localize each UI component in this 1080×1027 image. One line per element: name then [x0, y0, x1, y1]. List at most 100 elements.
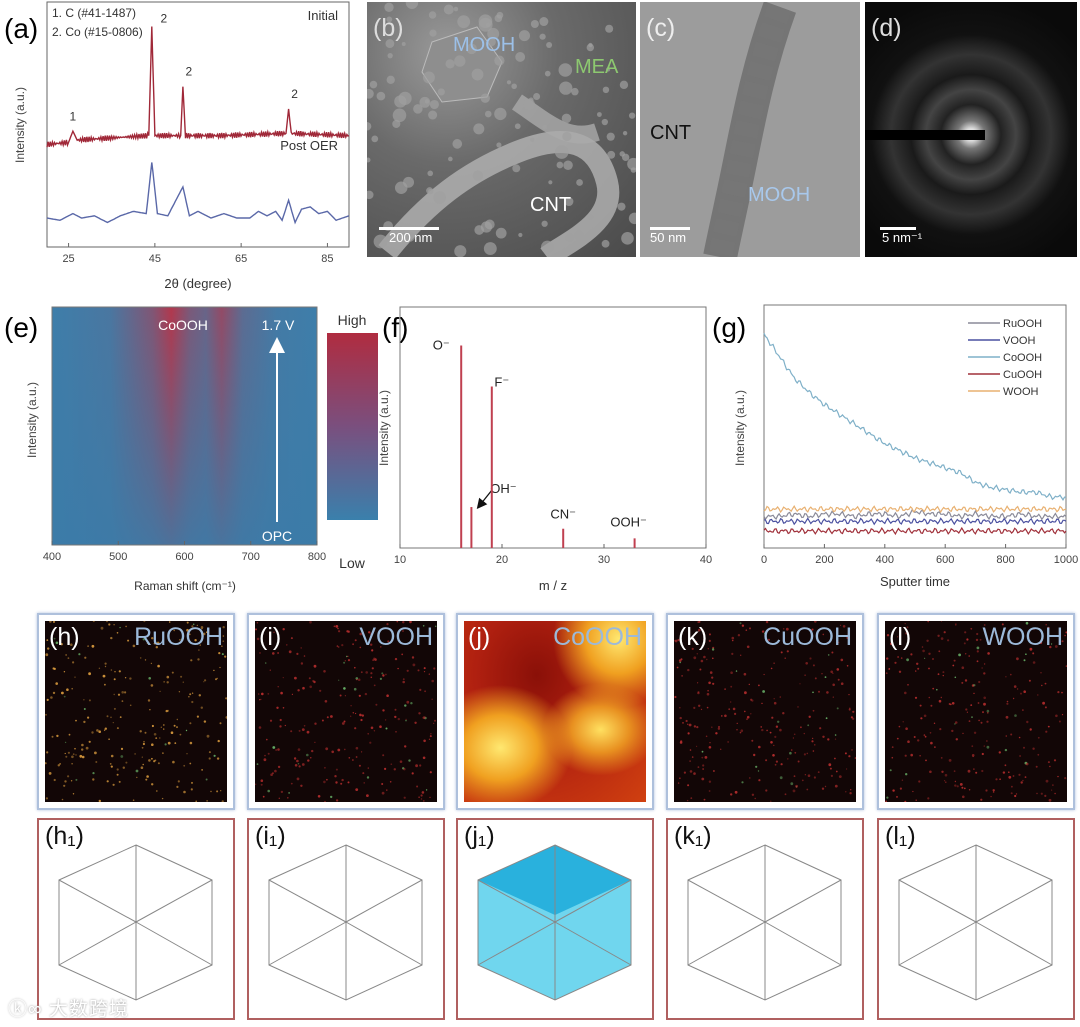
speckle [363, 782, 365, 784]
speckle [422, 716, 426, 719]
speckle [847, 632, 850, 636]
panel-label-g: (g) [712, 312, 746, 343]
x-tick-label: 10 [394, 554, 406, 566]
speckle [179, 733, 182, 736]
speckle [288, 792, 290, 794]
speckle [832, 672, 834, 674]
speckle [189, 741, 193, 745]
speckle [1008, 775, 1012, 779]
speckle [767, 638, 770, 641]
speckle [64, 741, 67, 744]
speckle [904, 754, 907, 757]
speckle [940, 637, 944, 640]
speckle [792, 789, 796, 793]
speckle [61, 691, 64, 695]
speckle [341, 778, 344, 782]
speckle [1023, 659, 1026, 662]
speckle [941, 770, 944, 773]
speckle [928, 696, 931, 699]
speckle [344, 748, 346, 751]
potential-label: 1.7 V [262, 317, 295, 333]
speckle [424, 690, 426, 693]
speckle [1014, 794, 1017, 798]
speckle [173, 724, 176, 727]
speckle [319, 689, 322, 692]
speckle [402, 767, 405, 770]
speckle [163, 728, 165, 730]
speckle [45, 713, 47, 716]
speckle [807, 724, 810, 727]
legend-text: 1. C (#41-1487) [52, 6, 136, 20]
speckle [981, 667, 983, 669]
speckle [954, 780, 957, 783]
speckle [288, 650, 292, 654]
speckle [218, 652, 221, 655]
speckle [66, 688, 69, 691]
speckle [704, 756, 708, 759]
speckle [1059, 638, 1061, 640]
speckle [350, 705, 352, 707]
speckle [382, 674, 385, 677]
speckle [366, 794, 369, 797]
speckle [139, 730, 142, 733]
speckle [149, 709, 151, 711]
speckle [330, 795, 333, 799]
speckle [901, 779, 904, 781]
speckle [92, 778, 95, 781]
speckle [736, 722, 738, 724]
speckle [735, 670, 738, 672]
speckle [910, 653, 913, 656]
speckle [423, 667, 426, 670]
speckle [932, 687, 935, 690]
speckle [942, 674, 944, 677]
speckle [900, 657, 903, 659]
speckle [679, 661, 681, 664]
element-map-ruooh: (h) RuOOH [37, 613, 235, 810]
speckle [986, 740, 988, 742]
speckle [1032, 747, 1035, 750]
speckle [838, 641, 840, 644]
speckle [1029, 647, 1033, 651]
speckle [55, 682, 58, 685]
speckle [198, 694, 201, 697]
speckle [740, 654, 742, 656]
map-element-label: VOOH [359, 623, 433, 651]
saed-pattern: (d) 5 nm⁻¹ [865, 2, 1077, 257]
speckle [844, 752, 847, 755]
speckle [346, 655, 348, 658]
speckle [221, 800, 224, 802]
speckle [1051, 643, 1053, 645]
speckle [365, 671, 368, 674]
speckle [282, 677, 284, 679]
speckle [70, 780, 73, 782]
speckle [954, 784, 957, 787]
speckle [428, 738, 431, 740]
speckle [824, 676, 827, 678]
speckle [326, 716, 329, 719]
particle [514, 123, 521, 130]
speckle [117, 693, 121, 696]
speckle [970, 627, 973, 630]
series-line-ruooh [763, 509, 1067, 521]
speckle [906, 626, 909, 629]
speckle [762, 690, 765, 693]
speckle [142, 742, 145, 746]
scale-bar [880, 227, 916, 230]
speckle [429, 771, 432, 774]
speckle [256, 621, 259, 624]
speckle [352, 759, 354, 761]
speckle [1061, 691, 1063, 694]
speckle [973, 768, 975, 770]
speckle [840, 682, 844, 685]
map-element-label: RuOOH [134, 623, 223, 651]
speckle [352, 712, 354, 714]
speckle [70, 643, 73, 646]
speckle [406, 669, 409, 672]
y-axis-label: Intensity (a.u.) [13, 87, 27, 163]
speckle [943, 631, 946, 634]
speckle [96, 729, 99, 732]
speckle [797, 706, 799, 708]
speckle [297, 762, 300, 765]
speckle [355, 746, 359, 750]
speckle [693, 706, 696, 709]
